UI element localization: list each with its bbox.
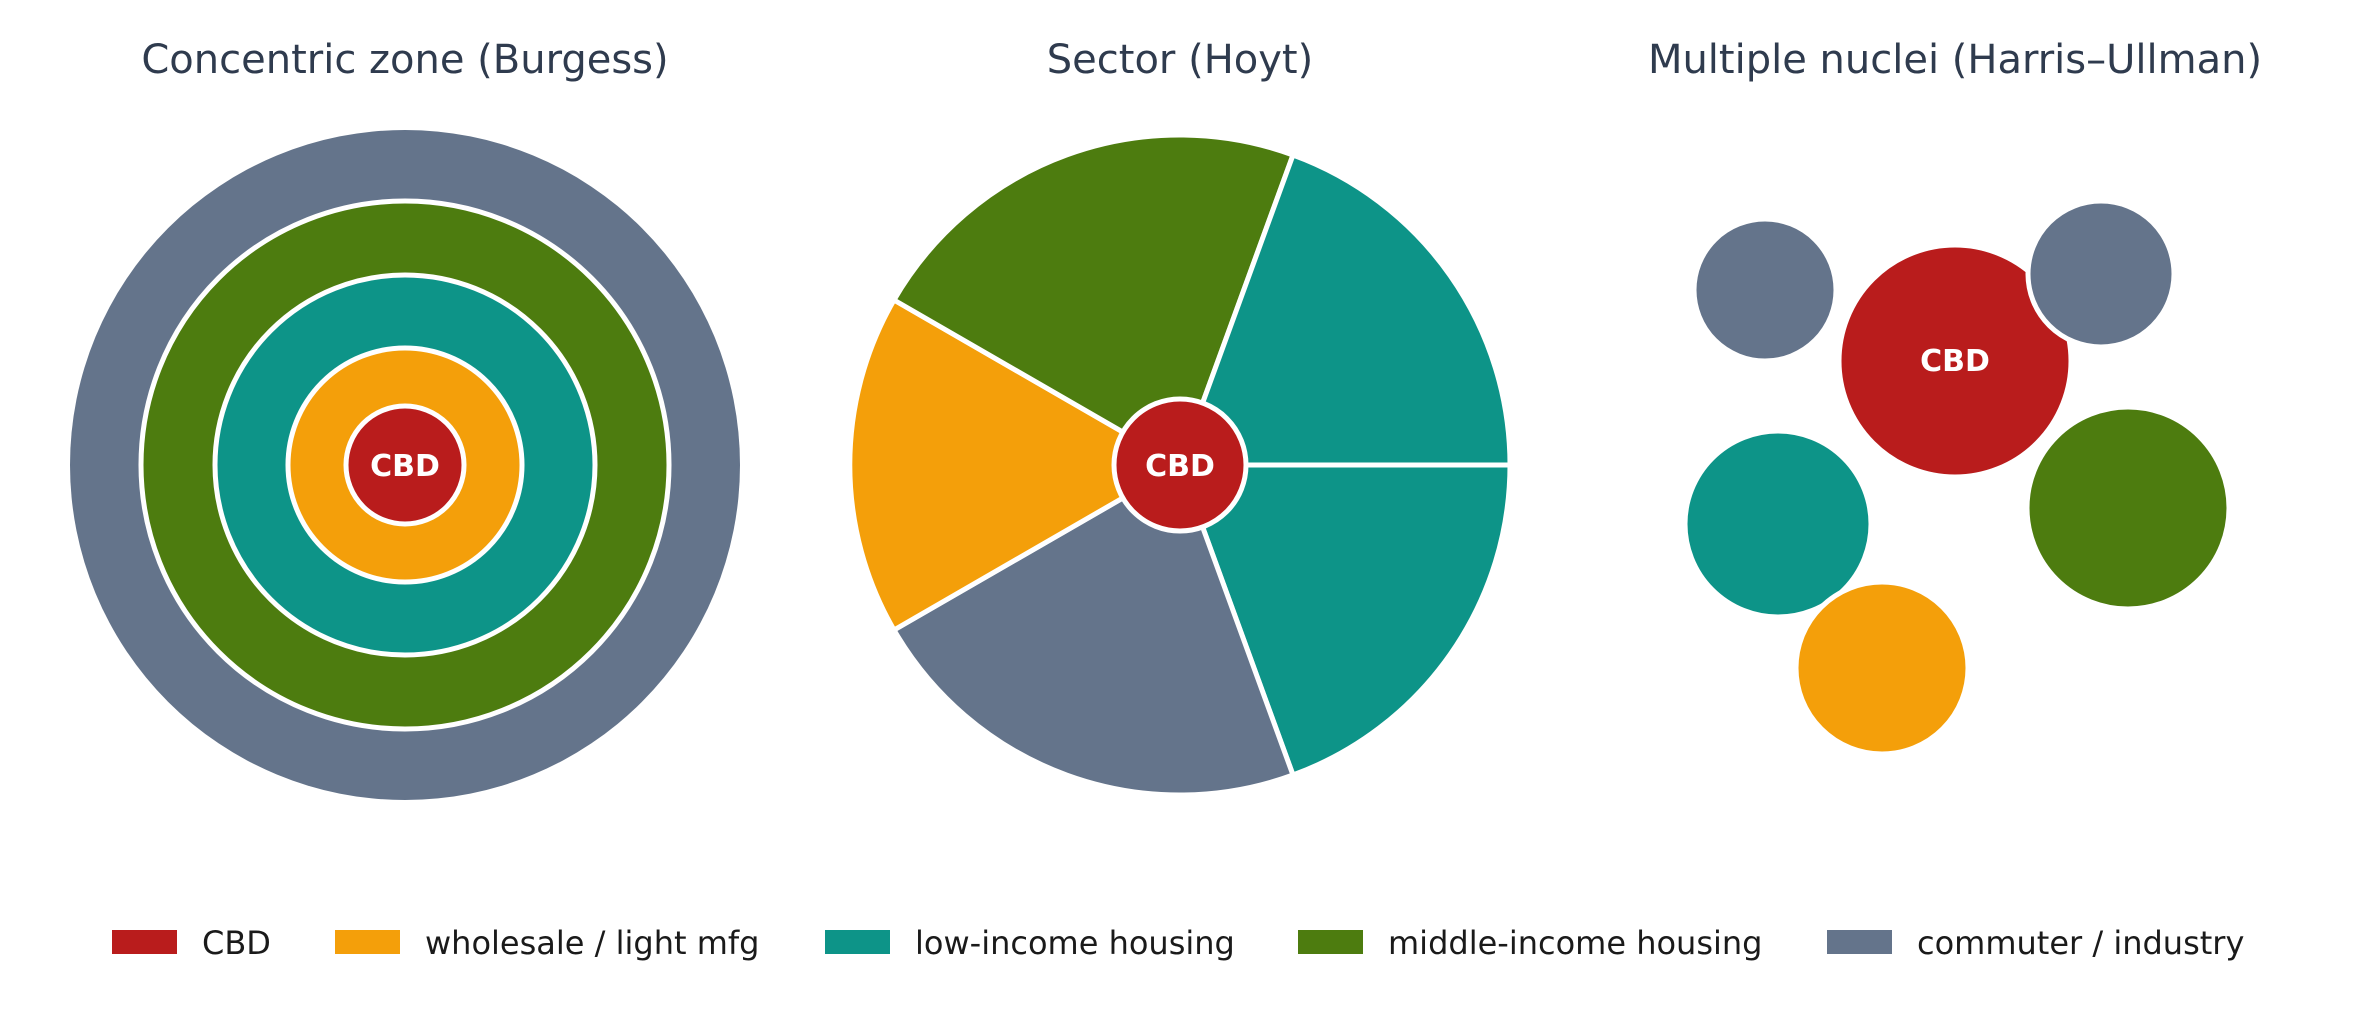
- concentric-title: Concentric zone (Burgess): [141, 37, 668, 83]
- legend-swatch-commuter: [1827, 930, 1892, 954]
- nucleus-wholesale: [1793, 579, 1971, 757]
- nuclei-cbd-label: CBD: [1920, 344, 1990, 379]
- sector-wholesale: [847, 296, 1186, 634]
- legend-swatch-wholesale: [335, 930, 400, 954]
- sector-model: Sector (Hoyt) CBD: [847, 37, 1513, 798]
- legend-label-commuter: commuter / industry: [1917, 924, 2244, 962]
- legend: CBD wholesale / light mfg low-income hou…: [112, 924, 2244, 962]
- sector-low-income-lower: [1176, 462, 1513, 779]
- legend-swatch-low-income: [825, 930, 890, 954]
- legend-swatch-middle-income: [1298, 930, 1363, 954]
- sector-cbd-label: CBD: [1145, 449, 1215, 484]
- legend-label-cbd: CBD: [202, 924, 271, 962]
- sector-cbd-circle: [1111, 396, 1249, 534]
- sector-low-income-upper: [1176, 151, 1513, 468]
- nucleus-commuter-right: [2025, 198, 2177, 350]
- legend-label-wholesale: wholesale / light mfg: [425, 924, 759, 962]
- legend-swatch-cbd: [112, 930, 177, 954]
- nucleus-commuter-left: [1691, 216, 1839, 364]
- sector-commuter: [890, 461, 1297, 798]
- concentric-cbd-circle: [343, 403, 467, 527]
- sector-middle-income: [890, 132, 1297, 469]
- legend-label-low-income: low-income housing: [915, 924, 1235, 962]
- nucleus-low-income: [1682, 428, 1874, 620]
- nucleus-middle-income: [2024, 404, 2232, 612]
- nuclei-model: Multiple nuclei (Harris–Ullman) CBD: [1648, 37, 2262, 757]
- nuclei-title: Multiple nuclei (Harris–Ullman): [1648, 37, 2262, 83]
- nuclei-cbd-circle: [1836, 242, 2074, 480]
- sector-title: Sector (Hoyt): [1047, 37, 1313, 83]
- concentric-cbd-label: CBD: [370, 449, 440, 484]
- legend-label-middle-income: middle-income housing: [1388, 924, 1762, 962]
- concentric-model: Concentric zone (Burgess) CBD: [70, 37, 740, 800]
